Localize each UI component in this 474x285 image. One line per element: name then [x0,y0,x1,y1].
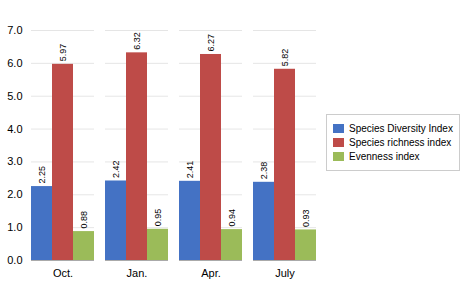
svg-text:6.27: 6.27 [206,34,216,52]
svg-text:July: July [275,267,295,279]
svg-text:2.41: 2.41 [185,161,195,179]
svg-text:4.0: 4.0 [7,123,22,135]
svg-text:6.32: 6.32 [132,32,142,50]
svg-text:0.88: 0.88 [79,211,89,229]
svg-text:0.93: 0.93 [301,209,311,227]
svg-text:5.82: 5.82 [280,49,290,67]
html-text:Species Diversity Index: Species Diversity Index [349,123,453,134]
svg-text:Apr.: Apr. [201,267,221,279]
svg-text:7.0: 7.0 [7,24,22,36]
svg-text:0.95: 0.95 [153,209,163,227]
svg-text:2.25: 2.25 [37,166,47,184]
svg-text:2.0: 2.0 [7,188,22,200]
svg-text:3.0: 3.0 [7,155,22,167]
svg-text:Jan.: Jan. [127,267,148,279]
svg-text:1.0: 1.0 [7,221,22,233]
svg-text:6.0: 6.0 [7,57,22,69]
svg-text:Oct.: Oct. [53,267,73,279]
svg-text:0.0: 0.0 [7,254,22,266]
svg-text:5.0: 5.0 [7,90,22,102]
html-text:Evenness index: Evenness index [349,151,420,162]
html-text:Species richness index: Species richness index [349,137,452,148]
svg-text:2.38: 2.38 [259,162,269,180]
svg-text:2.42: 2.42 [111,160,121,178]
svg-text:5.97: 5.97 [58,44,68,62]
svg-text:0.94: 0.94 [227,209,237,227]
